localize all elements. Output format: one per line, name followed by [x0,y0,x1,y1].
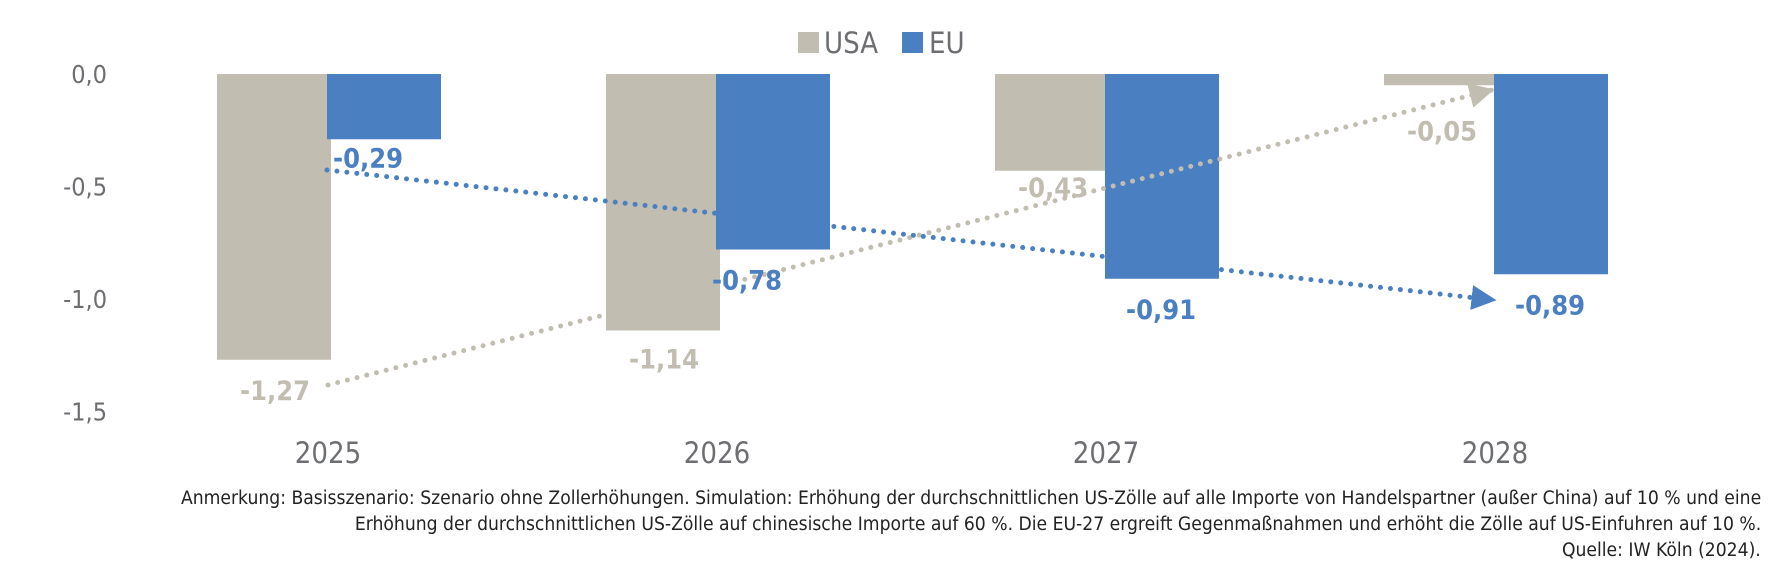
legend-swatch-eu [902,32,923,53]
x-tick-label-2027: 2027 [1073,436,1139,470]
legend: USA EU [798,26,965,60]
trend-arrow-eu [324,167,1497,310]
bar-usa-2025 [217,74,331,360]
bar-eu-2025 [327,74,441,140]
legend-swatch-usa [798,32,819,53]
value-label-eu-2026: -0,78 [712,266,782,297]
value-labels: -1,27 -1,14 -0,43 -0,05 -0,29 -0,78 -0,91 -0,89 [240,116,1585,407]
bar-eu-2027 [1105,74,1219,279]
x-tick-label-2028: 2028 [1462,436,1528,470]
value-label-eu-2028: -0,89 [1515,290,1585,321]
value-label-usa-2027: -0,43 [1018,173,1088,204]
value-label-usa-2025: -1,27 [240,376,310,407]
bar-eu-2028 [1494,74,1608,275]
y-tick-label: -1,0 [63,285,107,314]
value-label-usa-2026: -1,14 [629,345,699,376]
bar-chart: USA EU 0,0 -0,5 -1,0 -1,5 -1,27 -1,14 -0,43 -0,… [63,26,1608,470]
trend-arrow-usa [325,83,1495,388]
bars [217,74,1608,360]
y-axis: 0,0 -0,5 -1,0 -1,5 [63,60,107,427]
trend-arrows [324,83,1497,388]
value-label-usa-2028: -0,05 [1407,116,1477,147]
legend-label-eu: EU [929,26,965,60]
legend-label-usa: USA [824,26,878,60]
bar-usa-2028 [1384,74,1498,86]
footnote-line-2: Erhöhung der durchschnittlichen US-Zölle… [354,514,1761,535]
y-tick-label: 0,0 [71,60,107,89]
y-tick-label: -1,5 [63,398,107,427]
y-tick-label: -0,5 [63,173,107,202]
value-label-eu-2027: -0,91 [1126,295,1196,326]
bar-usa-2027 [995,74,1109,171]
x-tick-label-2026: 2026 [684,436,750,470]
x-axis: 2025 2026 2027 2028 [295,436,1528,470]
value-label-eu-2025: -0,29 [333,143,403,174]
footnote-line-1: Anmerkung: Basisszenario: Szenario ohne … [180,488,1761,509]
x-tick-label-2025: 2025 [295,436,361,470]
source-note: Quelle: IW Köln (2024). [1562,540,1761,561]
